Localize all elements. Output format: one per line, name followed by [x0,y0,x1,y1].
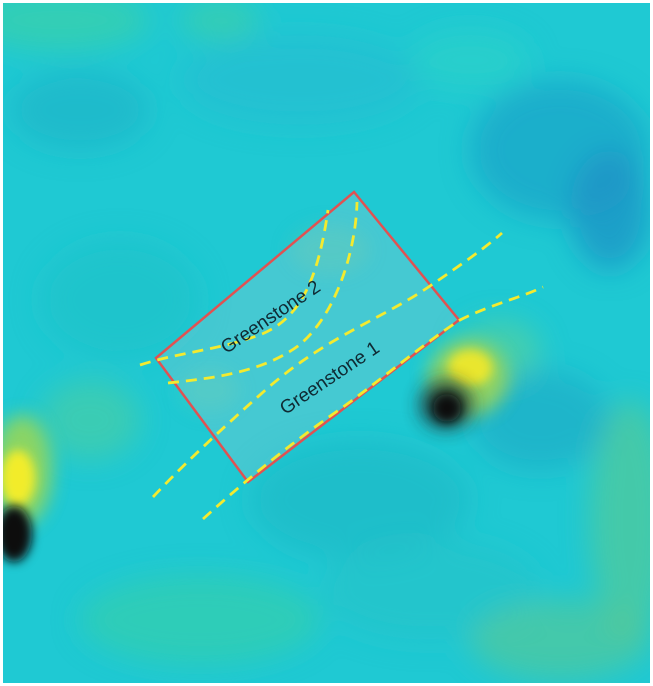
left-anomaly [3,415,52,562]
right-anomaly [420,340,508,429]
contact-lines [139,201,544,521]
greenstone-2-upper-contact [167,201,359,385]
greenstone-2-lower-contact [139,209,330,367]
greenstone-1-upper-contact [151,231,503,498]
greenstone-1-lower-contact [202,285,544,521]
